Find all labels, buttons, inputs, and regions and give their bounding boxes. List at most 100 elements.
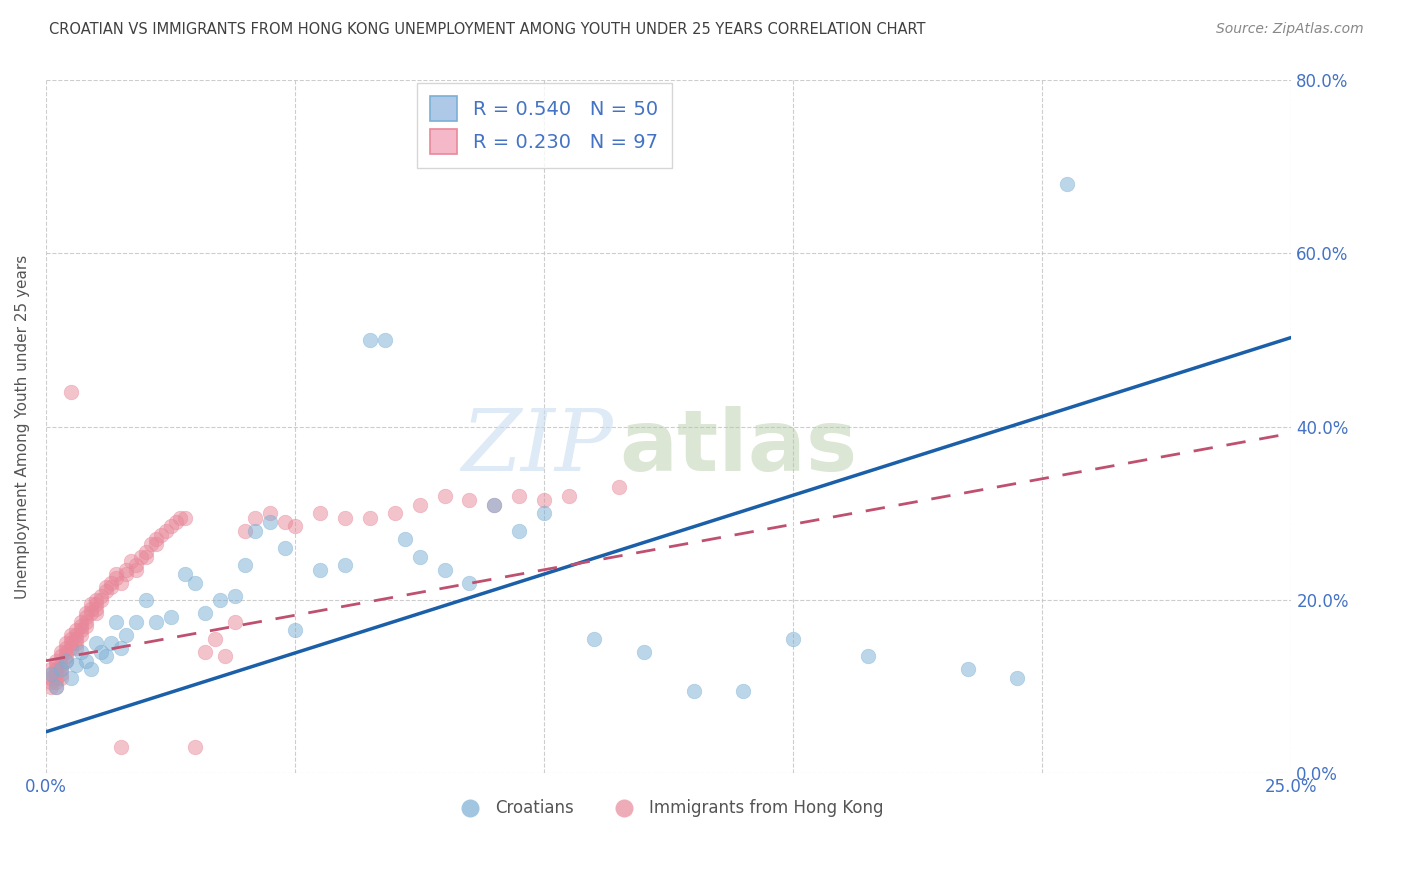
Point	[45, 658, 67, 673]
Point	[100, 575, 122, 590]
Y-axis label: Unemployment Among Youth under 25 years: Unemployment Among Youth under 25 years	[15, 254, 30, 599]
Point	[135, 549, 157, 564]
Point	[607, 480, 630, 494]
Point	[45, 675, 67, 690]
Point	[359, 510, 381, 524]
Point	[49, 649, 72, 664]
Point	[1056, 177, 1078, 191]
Point	[224, 589, 246, 603]
Point	[145, 533, 167, 547]
Point	[458, 493, 481, 508]
Point	[145, 537, 167, 551]
Point	[55, 636, 77, 650]
Point	[65, 632, 87, 646]
Point	[533, 507, 555, 521]
Point	[956, 662, 979, 676]
Text: CROATIAN VS IMMIGRANTS FROM HONG KONG UNEMPLOYMENT AMONG YOUTH UNDER 25 YEARS CO: CROATIAN VS IMMIGRANTS FROM HONG KONG UN…	[49, 22, 925, 37]
Point	[408, 549, 430, 564]
Point	[110, 640, 132, 655]
Point	[169, 510, 191, 524]
Point	[39, 675, 62, 690]
Point	[309, 507, 332, 521]
Point	[458, 575, 481, 590]
Point	[49, 658, 72, 673]
Point	[80, 662, 103, 676]
Point	[233, 524, 256, 538]
Point	[49, 662, 72, 676]
Point	[49, 645, 72, 659]
Point	[682, 684, 704, 698]
Point	[259, 515, 281, 529]
Point	[75, 619, 97, 633]
Point	[59, 640, 82, 655]
Point	[145, 615, 167, 629]
Point	[80, 598, 103, 612]
Point	[114, 628, 136, 642]
Point	[194, 645, 217, 659]
Point	[39, 666, 62, 681]
Point	[70, 645, 93, 659]
Point	[65, 636, 87, 650]
Point	[100, 636, 122, 650]
Point	[484, 498, 506, 512]
Point	[90, 589, 112, 603]
Point	[165, 515, 187, 529]
Point	[70, 628, 93, 642]
Point	[433, 563, 456, 577]
Point	[484, 498, 506, 512]
Point	[224, 615, 246, 629]
Point	[284, 519, 307, 533]
Point	[55, 654, 77, 668]
Point	[55, 640, 77, 655]
Point	[233, 558, 256, 573]
Point	[55, 649, 77, 664]
Point	[84, 593, 107, 607]
Point	[70, 619, 93, 633]
Point	[159, 519, 181, 533]
Point	[408, 498, 430, 512]
Point	[533, 493, 555, 508]
Point	[124, 615, 146, 629]
Point	[782, 632, 804, 646]
Point	[45, 662, 67, 676]
Point	[558, 489, 581, 503]
Point	[45, 680, 67, 694]
Point	[80, 601, 103, 615]
Point	[55, 654, 77, 668]
Point	[124, 558, 146, 573]
Point	[45, 666, 67, 681]
Point	[184, 740, 207, 755]
Point	[333, 510, 356, 524]
Point	[75, 615, 97, 629]
Point	[90, 593, 112, 607]
Point	[124, 563, 146, 577]
Point	[75, 654, 97, 668]
Point	[508, 524, 530, 538]
Point	[39, 662, 62, 676]
Point	[65, 624, 87, 638]
Point	[59, 628, 82, 642]
Point	[49, 662, 72, 676]
Point	[65, 658, 87, 673]
Point	[274, 541, 297, 555]
Point	[204, 632, 226, 646]
Point	[70, 615, 93, 629]
Point	[75, 610, 97, 624]
Point	[110, 575, 132, 590]
Point	[59, 384, 82, 399]
Point	[39, 671, 62, 685]
Point	[84, 606, 107, 620]
Point	[245, 510, 267, 524]
Point	[135, 593, 157, 607]
Point	[184, 575, 207, 590]
Text: Source: ZipAtlas.com: Source: ZipAtlas.com	[1216, 22, 1364, 37]
Point	[139, 537, 162, 551]
Point	[135, 545, 157, 559]
Point	[104, 571, 127, 585]
Point	[259, 507, 281, 521]
Point	[174, 510, 197, 524]
Point	[104, 567, 127, 582]
Point	[582, 632, 605, 646]
Point	[856, 649, 879, 664]
Point	[80, 606, 103, 620]
